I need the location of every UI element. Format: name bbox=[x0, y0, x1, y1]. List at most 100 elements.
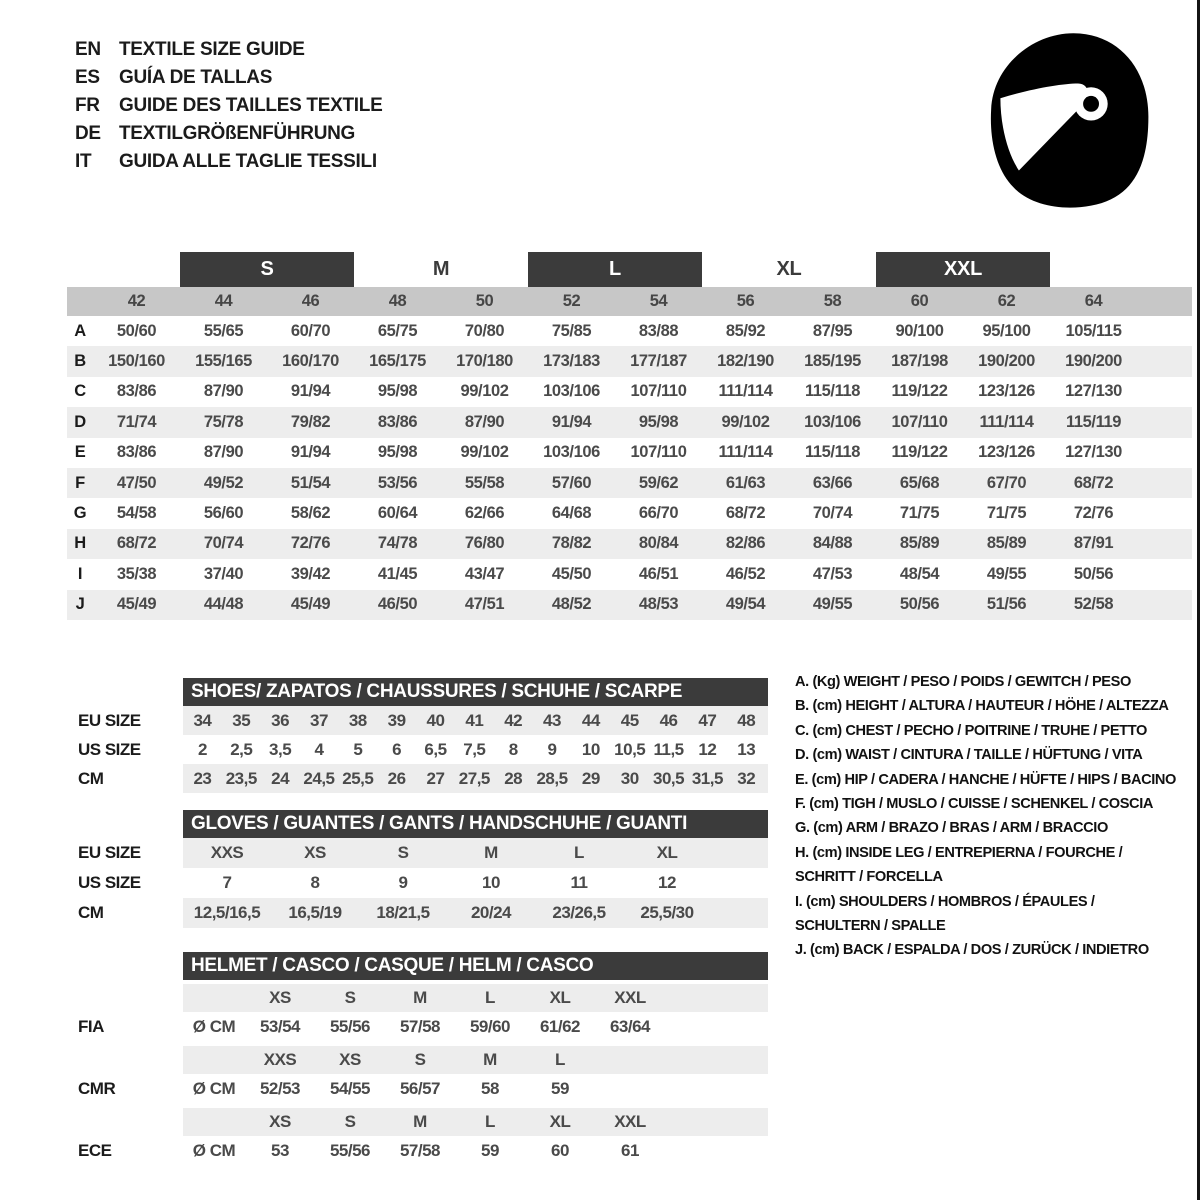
language-code: FR bbox=[75, 95, 100, 116]
measurement-cell: 87/90 bbox=[464, 412, 505, 431]
legend-entry: I. (cm) SHOULDERS / HOMBROS / ÉPAULES / … bbox=[795, 893, 1095, 935]
measurement-cell: 87/95 bbox=[812, 321, 853, 340]
numeric-size-cell: 52 bbox=[562, 292, 581, 310]
measurement-row: F 47/50 49/52 51/54 53/56 55/58 57/60 59/62 61/6… bbox=[67, 467, 1192, 499]
measurement-cell: 72/76 bbox=[1073, 504, 1114, 523]
measurement-cell: 56/60 bbox=[203, 504, 244, 523]
measurement-cell: 65/75 bbox=[377, 321, 418, 340]
helmet-size-cell: L bbox=[485, 1112, 495, 1131]
measurement-cell: 91/94 bbox=[290, 443, 331, 462]
measurement-cell: 111/114 bbox=[979, 412, 1034, 431]
measurement-row: D 71/74 75/78 79/82 83/86 87/90 91/94 95/98 99/1… bbox=[67, 407, 1192, 438]
measurement-cell: 165/175 bbox=[369, 352, 426, 371]
measurement-cell: 44/48 bbox=[203, 595, 244, 614]
measurement-cell: 68/72 bbox=[116, 534, 157, 553]
numeric-size-cell: 42 bbox=[127, 292, 146, 310]
measurement-cell: 123/126 bbox=[978, 382, 1035, 401]
right-edge-line bbox=[1197, 0, 1200, 1200]
measurement-cell: 52/58 bbox=[1073, 595, 1114, 614]
shoes-cell: 23,5 bbox=[225, 768, 258, 788]
gloves-cell: 25,5/30 bbox=[640, 903, 694, 922]
gloves-cell: 12 bbox=[658, 873, 676, 892]
row-label bbox=[78, 1046, 183, 1074]
shoes-row: EU SIZE 34 35 36 37 38 39 40 41 42 43 44 45 46 47 48 bbox=[78, 706, 768, 735]
language-row: EN TEXTILE SIZE GUIDE bbox=[75, 36, 382, 64]
shoes-header-bar: SHOES/ ZAPATOS / CHAUSSURES / SCHUHE / S… bbox=[183, 678, 768, 706]
measurement-cell: 67/70 bbox=[986, 473, 1027, 492]
language-code: EN bbox=[75, 39, 101, 60]
measurement-cell: 45/49 bbox=[116, 595, 157, 614]
language-list: EN TEXTILE SIZE GUIDE ES GUÍA DE TALLAS FR GU… bbox=[75, 36, 383, 176]
helmet-size-table: HELMET / CASCO / CASQUE / HELM / CASCO X… bbox=[78, 952, 768, 1166]
helmet-size-cell: S bbox=[344, 1112, 356, 1131]
language-row: DE TEXTILGRÖßENFÜHRUNG bbox=[75, 120, 382, 148]
diameter-label: Ø CM bbox=[192, 1141, 236, 1160]
shoes-cell: 37 bbox=[309, 710, 328, 730]
gloves-cell: 18/21,5 bbox=[376, 903, 430, 922]
shoes-cell: 23 bbox=[193, 768, 212, 788]
measurement-cell: 71/75 bbox=[986, 504, 1027, 523]
helmet-value-cell: 55/56 bbox=[329, 1017, 371, 1036]
helmet-size-cell: XL bbox=[549, 988, 571, 1007]
shoes-cell: 5 bbox=[353, 739, 363, 759]
shoes-cell: 2,5 bbox=[230, 739, 253, 759]
shoes-cell: 27 bbox=[426, 768, 445, 788]
measurement-cell: 70/80 bbox=[464, 321, 505, 340]
shoes-cell: 30 bbox=[620, 768, 639, 788]
measurement-cell: 123/126 bbox=[978, 443, 1035, 462]
measurement-cell: 90/100 bbox=[895, 321, 944, 340]
measurement-cell: 103/106 bbox=[543, 382, 600, 401]
measurement-cell: 115/118 bbox=[804, 443, 861, 462]
shoes-cell: 41 bbox=[465, 710, 484, 730]
row-label: I bbox=[77, 564, 83, 583]
measurement-cell: 50/56 bbox=[899, 595, 940, 614]
numeric-size-cell: 58 bbox=[823, 292, 842, 310]
helmet-value-cell: 63/64 bbox=[609, 1017, 651, 1036]
measurement-cell: 78/82 bbox=[551, 534, 592, 553]
shoes-cell: 40 bbox=[426, 710, 445, 730]
legend-entry: E. (cm) HIP / CADERA / HANCHE / HÜFTE / … bbox=[795, 771, 1176, 788]
numeric-size-cell: 54 bbox=[649, 292, 668, 310]
measurement-cell: 99/102 bbox=[460, 382, 509, 401]
measurement-cell: 95/98 bbox=[377, 443, 418, 462]
measurement-cell: 170/180 bbox=[456, 352, 513, 371]
shoes-cell: 2 bbox=[197, 739, 207, 759]
gloves-cell: XS bbox=[304, 843, 326, 862]
legend-entry: F. (cm) TIGH / MUSLO / CUISSE / SCHENKEL… bbox=[795, 796, 1153, 813]
measurement-cell: 49/55 bbox=[986, 564, 1027, 583]
shoes-cell: 9 bbox=[547, 739, 557, 759]
numeric-size-cell: 48 bbox=[388, 292, 407, 310]
shoes-rows: EU SIZE 34 35 36 37 38 39 40 41 42 43 44 45 46 47 48 US … bbox=[78, 706, 768, 793]
measurement-cell: 46/51 bbox=[638, 564, 679, 583]
gloves-cell: XL bbox=[656, 843, 678, 862]
row-label: EU SIZE bbox=[78, 843, 141, 862]
spacer-cell bbox=[183, 984, 245, 1012]
shoes-cell: 32 bbox=[737, 768, 756, 788]
gloves-cell: 8 bbox=[310, 873, 320, 892]
language-row: ES GUÍA DE TALLAS bbox=[75, 64, 382, 92]
measurement-cell: 35/38 bbox=[116, 564, 157, 583]
measurement-cell: 103/106 bbox=[543, 443, 600, 462]
shoes-cell: 7,5 bbox=[463, 739, 486, 759]
helmet-sizes-row: XS S M L XL XXL bbox=[78, 984, 768, 1012]
spacer-cell bbox=[183, 1046, 245, 1074]
shoes-cell: 28 bbox=[504, 768, 523, 788]
measurement-cell: 111/114 bbox=[718, 382, 773, 401]
helmet-sizes-row: XS S M L XL XXL bbox=[78, 1108, 768, 1136]
helmet-value-cell: 54/55 bbox=[329, 1079, 371, 1098]
measurement-cell: 99/102 bbox=[721, 412, 770, 431]
measurement-cell: 190/200 bbox=[978, 352, 1035, 371]
shoes-cell: 30,5 bbox=[653, 768, 685, 788]
measurement-row: B 150/160 155/165 160/170 165/175 170/180 173/… bbox=[67, 346, 1192, 377]
numeric-size-cell: 60 bbox=[910, 292, 929, 310]
measurement-cell: 64/68 bbox=[551, 504, 592, 523]
racing-helmet-icon bbox=[990, 33, 1149, 208]
measurement-cell: 54/58 bbox=[116, 504, 157, 523]
helmet-size-cell: XS bbox=[269, 1112, 291, 1131]
measurement-cell: 37/40 bbox=[203, 564, 244, 583]
shoes-cell: 8 bbox=[508, 739, 518, 759]
size-group-header: S M L XL XXL bbox=[67, 252, 1192, 287]
shoes-cell: 11,5 bbox=[653, 739, 684, 759]
gloves-cell: M bbox=[484, 843, 498, 862]
measurement-cell: 119/122 bbox=[891, 443, 948, 462]
